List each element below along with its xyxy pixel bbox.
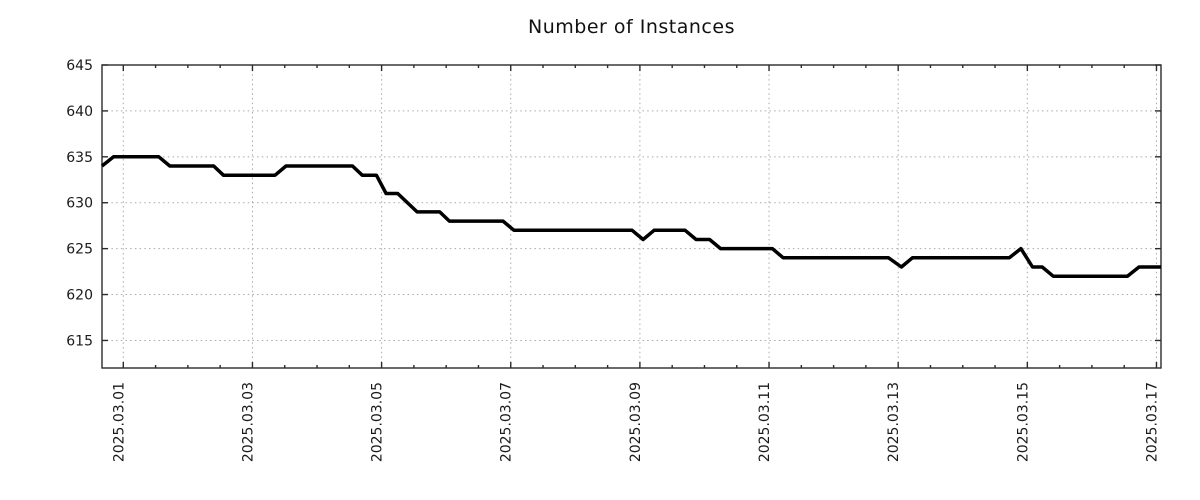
chart-title: Number of Instances <box>528 16 735 38</box>
axis-labels-layer: 615 620 625 630 635 640 645 2025.03.01 2025.03.0… <box>66 58 1160 462</box>
y-axis-tick-label: 625 <box>66 242 93 258</box>
x-axis-tick-label: 2025.03.07 <box>499 382 515 462</box>
x-axis-tick-label: 2025.03.11 <box>757 382 773 462</box>
gridlines-layer <box>102 65 1161 368</box>
x-axis-tick-label: 2025.03.09 <box>628 382 644 462</box>
plot-border-layer <box>101 64 1162 369</box>
y-axis-tick-label: 615 <box>66 333 93 349</box>
x-axis-tick-label: 2025.03.13 <box>886 382 902 462</box>
y-axis-tick-label: 645 <box>66 58 93 74</box>
y-axis-tick-label: 630 <box>66 196 93 212</box>
y-axis-tick-label: 640 <box>66 104 93 120</box>
data-line-instances <box>100 155 1161 278</box>
plot-border <box>101 64 1162 369</box>
x-axis-tick-label: 2025.03.17 <box>1144 382 1160 462</box>
data-series-layer <box>100 155 1161 278</box>
x-axis-tick-label: 2025.03.01 <box>111 382 127 462</box>
y-axis-tick-label: 620 <box>66 288 93 304</box>
x-axis-tick-label: 2025.03.15 <box>1015 382 1031 462</box>
tick-marks-layer <box>102 64 1161 368</box>
x-axis-tick-label: 2025.03.03 <box>240 382 256 462</box>
y-axis-tick-label: 635 <box>66 150 93 166</box>
x-axis-tick-label: 2025.03.05 <box>370 382 386 462</box>
